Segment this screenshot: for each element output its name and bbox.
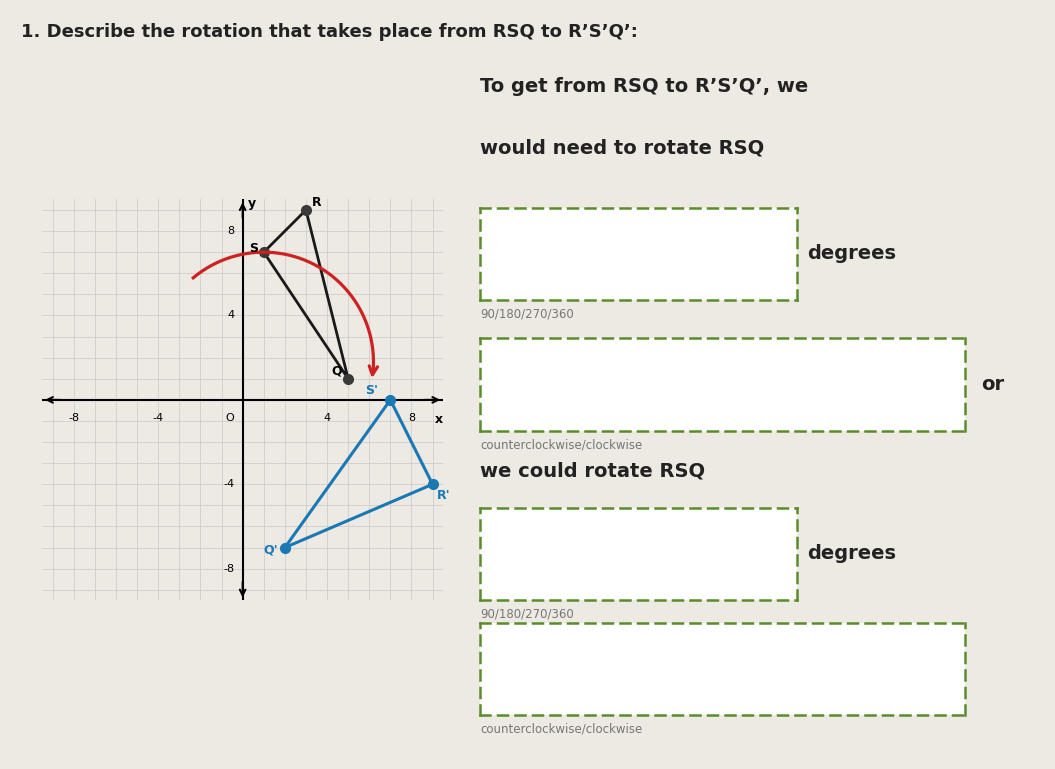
Text: we could rotate RSQ: we could rotate RSQ: [480, 461, 705, 481]
Text: 90/180/270/360: 90/180/270/360: [480, 308, 574, 321]
Text: 8: 8: [408, 412, 415, 422]
Text: To get from RSQ to R’S’Q’, we: To get from RSQ to R’S’Q’, we: [480, 77, 808, 96]
Text: S: S: [249, 242, 258, 255]
Text: -8: -8: [69, 412, 79, 422]
Text: O: O: [226, 412, 234, 422]
Text: counterclockwise/clockwise: counterclockwise/clockwise: [480, 723, 642, 736]
Text: would need to rotate RSQ: would need to rotate RSQ: [480, 138, 764, 158]
Text: or: or: [981, 375, 1004, 394]
Text: degrees: degrees: [807, 245, 896, 263]
Text: y: y: [248, 197, 256, 210]
Text: -4: -4: [223, 479, 234, 489]
Text: counterclockwise/clockwise: counterclockwise/clockwise: [480, 438, 642, 451]
Text: -4: -4: [153, 412, 164, 422]
Text: -8: -8: [223, 564, 234, 574]
Text: S': S': [365, 384, 378, 397]
Text: x: x: [435, 412, 443, 425]
Text: Q': Q': [264, 544, 279, 557]
Text: 4: 4: [227, 311, 234, 321]
Text: 1. Describe the rotation that takes place from RSQ to R’S’Q’:: 1. Describe the rotation that takes plac…: [21, 23, 638, 41]
Text: degrees: degrees: [807, 544, 896, 563]
Text: Q: Q: [331, 365, 342, 378]
Text: 8: 8: [227, 226, 234, 236]
Text: 4: 4: [324, 412, 330, 422]
Text: R: R: [312, 196, 322, 208]
Text: R': R': [437, 489, 450, 502]
Text: 90/180/270/360: 90/180/270/360: [480, 608, 574, 621]
